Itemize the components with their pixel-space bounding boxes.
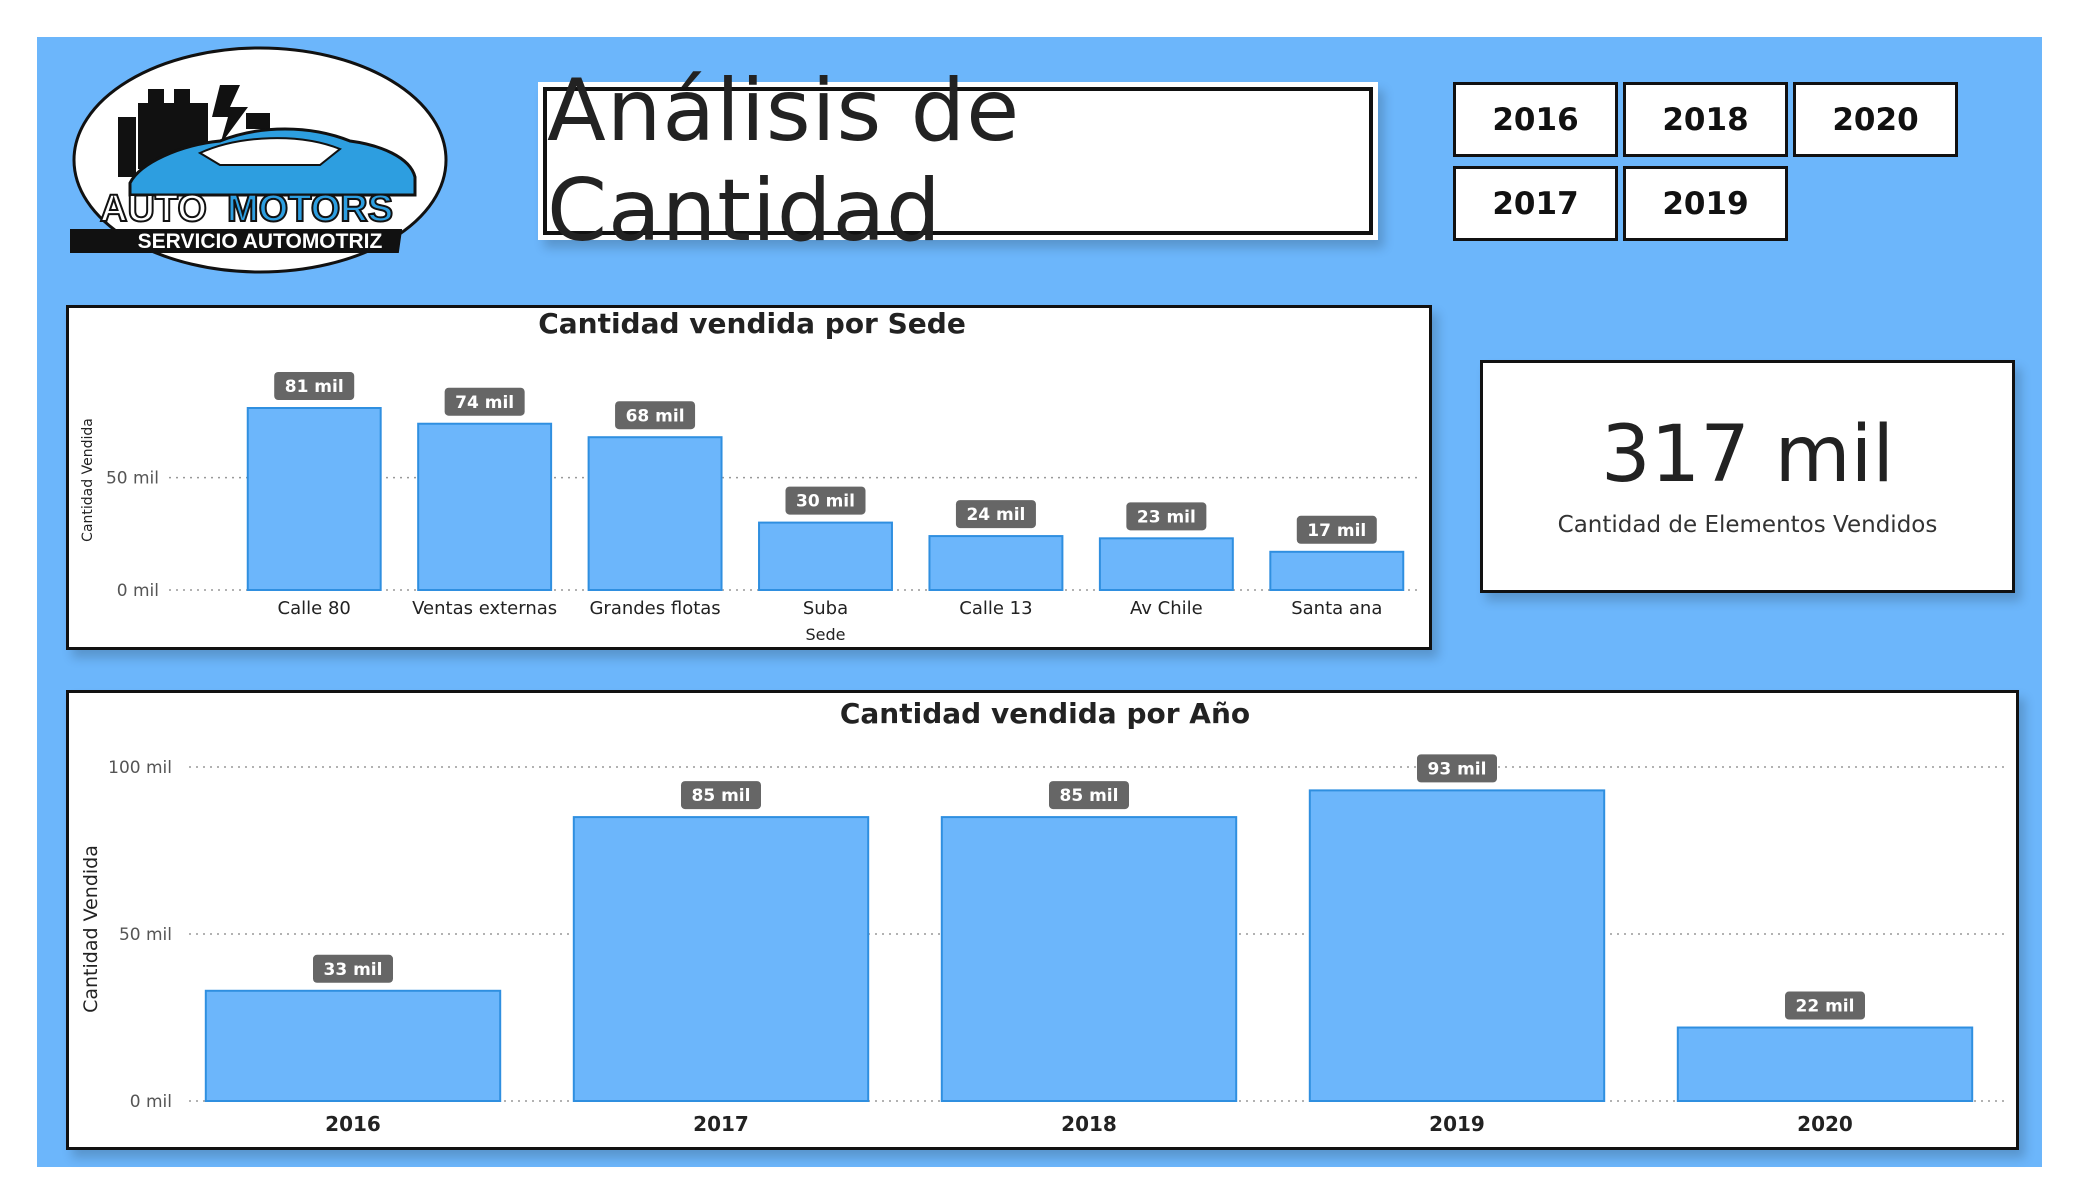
data-label-bg <box>1049 781 1129 810</box>
bar <box>572 816 870 1102</box>
data-label: 93 mil <box>1428 760 1487 780</box>
chart-anio: Cantidad vendida por Año 0 mil 50 mil 100 m… <box>80 697 2009 1136</box>
data-label: 85 mil <box>1060 786 1119 806</box>
year-button-2017[interactable]: 2017 <box>1453 166 1618 241</box>
data-label-bg <box>1296 515 1377 544</box>
bar <box>1098 537 1234 591</box>
kpi-value: 317 mil <box>1601 409 1894 500</box>
chart-title: Cantidad vendida por Sede <box>538 308 966 340</box>
data-label-bg <box>615 401 696 430</box>
year-button-2018[interactable]: 2018 <box>1623 82 1788 157</box>
data-label: 68 mil <box>626 406 685 426</box>
page-title-box: Análisis de Cantidad <box>538 61 1378 261</box>
logo-tagline: SERVICIO AUTOMOTRIZ <box>138 230 383 253</box>
category-label: 2016 <box>325 1112 381 1136</box>
chart-sede: Cantidad vendida por Sede 0 mil 50 mil Cant… <box>80 308 1422 644</box>
bar <box>1676 1026 1974 1102</box>
year-button-2016[interactable]: 2016 <box>1453 82 1618 157</box>
bar <box>204 989 502 1102</box>
data-label: 24 mil <box>966 505 1025 525</box>
data-label: 23 mil <box>1137 507 1196 527</box>
data-label: 17 mil <box>1307 521 1366 541</box>
data-label-bg <box>274 372 355 400</box>
category-label: Suba <box>803 598 848 619</box>
bar <box>1269 550 1405 592</box>
y-tick-label: 100 mil <box>108 758 172 778</box>
y-tick-label: 0 mil <box>130 1092 172 1112</box>
category-label: 2017 <box>693 1112 749 1136</box>
bar <box>940 816 1238 1102</box>
category-label: Ventas externas <box>412 598 557 619</box>
bar <box>587 436 723 591</box>
bar <box>1308 789 1606 1102</box>
data-label-bg <box>955 500 1036 529</box>
category-label: Santa ana <box>1291 598 1382 619</box>
category-label: Grandes flotas <box>589 598 720 619</box>
data-label-bg <box>1785 991 1865 1020</box>
data-label: 81 mil <box>285 377 344 397</box>
bar <box>246 407 382 591</box>
category-label: 2018 <box>1061 1112 1117 1136</box>
data-label: 85 mil <box>692 786 751 806</box>
year-button-2020[interactable]: 2020 <box>1793 82 1958 157</box>
bar <box>417 422 553 591</box>
data-label-bg <box>1417 754 1497 783</box>
logo-brand-part1: AUTO <box>100 188 207 230</box>
data-label: 74 mil <box>455 393 514 413</box>
kpi-card: 317 mil Cantidad de Elementos Vendidos <box>1480 360 2015 593</box>
automotors-logo: AUTO MOTORS SERVICIO AUTOMOTRIZ <box>70 46 448 274</box>
year-button-2019[interactable]: 2019 <box>1623 166 1788 241</box>
category-label: 2019 <box>1429 1112 1485 1136</box>
category-label: 2020 <box>1797 1112 1853 1136</box>
data-label-bg <box>313 954 393 983</box>
chart-anio-panel: Cantidad vendida por Año 0 mil 50 mil 100 m… <box>66 690 2019 1150</box>
data-label-bg <box>681 781 761 810</box>
y-tick-label: 50 mil <box>106 469 159 489</box>
category-label: Calle 80 <box>278 598 351 619</box>
kpi-label: Cantidad de Elementos Vendidos <box>1557 511 1938 538</box>
logo-brand-part2: MOTORS <box>227 188 393 230</box>
y-axis-label: Cantidad Vendida <box>80 845 102 1013</box>
data-label-bg <box>444 387 525 416</box>
bar <box>928 535 1064 592</box>
y-tick-label: 0 mil <box>117 581 159 601</box>
bar <box>758 521 893 591</box>
data-label-bg <box>785 486 866 515</box>
data-label: 30 mil <box>796 492 855 512</box>
y-tick-label: 50 mil <box>119 925 172 945</box>
data-label: 22 mil <box>1796 997 1855 1017</box>
category-label: Av Chile <box>1130 598 1203 619</box>
x-axis-label: Sede <box>806 625 846 644</box>
page-title: Análisis de Cantidad <box>543 61 1373 261</box>
y-axis-label: Cantidad Vendida <box>80 418 96 542</box>
chart-sede-panel: Cantidad vendida por Sede 0 mil 50 mil Cant… <box>66 305 1432 650</box>
chart-title: Cantidad vendida por Año <box>840 697 1250 730</box>
category-label: Calle 13 <box>959 598 1032 619</box>
data-label-bg <box>1126 502 1207 531</box>
data-label: 33 mil <box>324 960 383 980</box>
